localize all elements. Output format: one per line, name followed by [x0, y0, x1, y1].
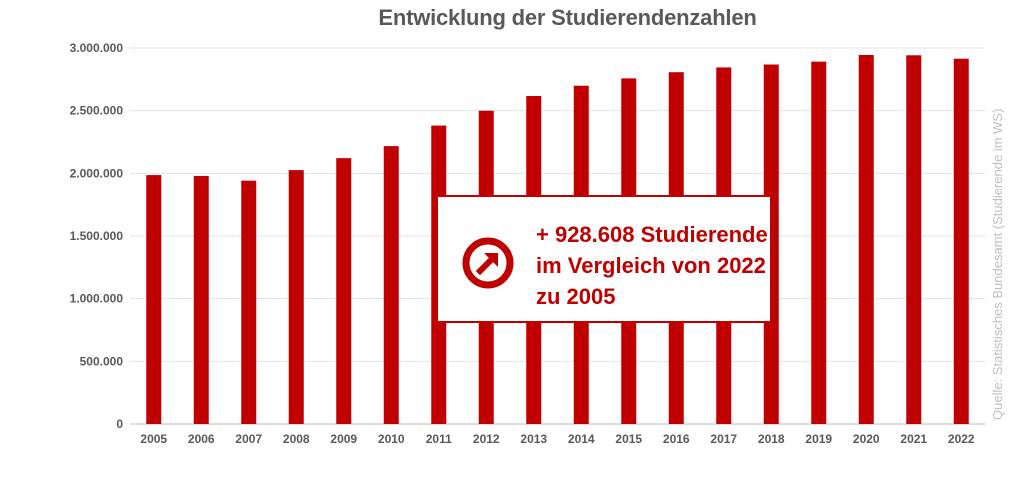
x-tick-label: 2013	[520, 432, 547, 446]
x-tick-label: 2009	[330, 432, 357, 446]
callout-text: + 928.608 Studierende im Vergleich von 2…	[536, 219, 772, 312]
x-tick-label: 2010	[378, 432, 405, 446]
bars	[146, 55, 969, 425]
y-tick-label: 1.000.000	[70, 292, 124, 306]
x-tick-label: 2007	[235, 432, 262, 446]
x-tick-label: 2015	[615, 432, 642, 446]
y-tick-label: 2.000.000	[70, 166, 124, 180]
callout-line-2: im Vergleich von 2022	[536, 253, 766, 278]
x-tick-label: 2012	[473, 432, 500, 446]
bar-2005	[146, 175, 162, 424]
x-tick-label: 2011	[426, 432, 452, 446]
bar-2008	[288, 170, 304, 424]
x-tick-label: 2016	[663, 432, 690, 446]
callout-box: + 928.608 Studierende im Vergleich von 2…	[436, 195, 772, 323]
y-tick-label: 2.500.000	[70, 104, 124, 118]
arrow-up-right-circle-icon	[462, 237, 514, 289]
x-tick-label: 2006	[188, 432, 215, 446]
x-tick-label: 2008	[283, 432, 310, 446]
callout-line-1: + 928.608 Studierende	[536, 222, 768, 247]
x-tick-label: 2014	[568, 432, 595, 446]
x-tick-label: 2018	[758, 432, 785, 446]
chart-title: Entwicklung der Studierendenzahlen	[378, 5, 757, 30]
y-tick-label: 1.500.000	[70, 229, 124, 243]
y-tick-label: 3.000.000	[70, 41, 124, 55]
bar-2019	[811, 61, 827, 425]
bar-2020	[858, 55, 874, 425]
x-tick-label: 2021	[900, 432, 927, 446]
x-tick-label: 2005	[140, 432, 167, 446]
bar-2010	[383, 146, 399, 424]
x-tick-label: 2020	[853, 432, 880, 446]
source-note: Quelle: Statistisches Bundesamt (Studier…	[990, 108, 1005, 420]
y-tick-label: 0	[116, 417, 123, 431]
bar-2009	[336, 158, 352, 425]
x-tick-label: 2017	[710, 432, 737, 446]
bar-2021	[906, 55, 922, 424]
y-tick-label: 500.000	[80, 354, 124, 368]
bar-2006	[193, 175, 209, 424]
x-tick-label: 2022	[948, 432, 975, 446]
x-tick-label: 2019	[805, 432, 832, 446]
bar-2022	[953, 58, 969, 424]
bar-2007	[241, 180, 257, 424]
x-axis-ticks: 2005 2006 2007 2008 2009 2010 2011 2012 2013 2014…	[140, 432, 975, 446]
y-axis-ticks: 0 500.000 1.000.000 1.500.000 2.000.000 2.500…	[70, 41, 124, 431]
callout-line-3: zu 2005	[536, 284, 616, 309]
